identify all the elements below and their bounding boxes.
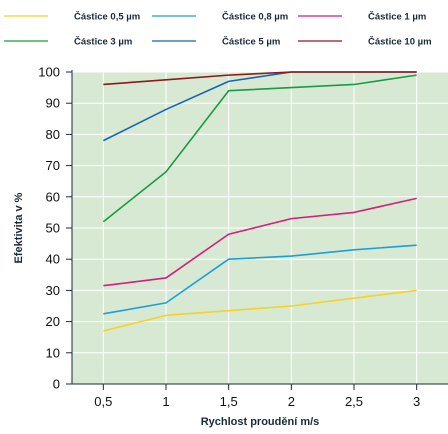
series-line (102, 74, 417, 223)
y-tick-label: 70 (46, 158, 60, 173)
axes (66, 70, 448, 390)
tick-labels: 0 10 20 30 40 50 60 70 80 90 100 0,5 1 1,5 2 2,5 3 (38, 65, 420, 410)
series-line (103, 71, 417, 86)
x-tick-label: 2 (288, 394, 295, 409)
series-lines (102, 71, 417, 332)
legend-label: Částice 0,5 µm (74, 11, 140, 23)
y-tick-label: 100 (38, 65, 60, 80)
x-tick-label: 1,5 (220, 394, 238, 409)
y-tick-label: 80 (46, 127, 60, 142)
y-tick-label: 40 (46, 252, 60, 267)
legend-label: Částice 5 µm (222, 36, 280, 48)
x-tick-label: 3 (413, 394, 420, 409)
series-line (103, 289, 417, 332)
legend-label: Částice 10 µm (368, 36, 432, 48)
series-line (103, 244, 417, 315)
x-tick-label: 2,5 (345, 394, 363, 409)
y-tick-label: 90 (46, 96, 60, 111)
grid (72, 71, 448, 384)
y-tick-label: 60 (46, 189, 60, 204)
x-axis-title: Rychlost proudění m/s (201, 416, 320, 428)
legend: Částice 0,5 µm Částice 0,8 µm Částice 1 µm… (4, 11, 432, 48)
legend-label: Částice 1 µm (368, 11, 426, 23)
series-line (103, 197, 417, 287)
x-tick-label: 0,5 (94, 394, 112, 409)
x-tick-label: 1 (162, 394, 169, 409)
y-tick-label: 50 (46, 221, 60, 236)
y-tick-label: 20 (46, 314, 60, 329)
y-tick-label: 0 (53, 377, 60, 392)
legend-label: Částice 0,8 µm (222, 11, 288, 23)
y-tick-label: 10 (46, 345, 60, 360)
y-axis-title: Efektivita v % (13, 192, 25, 263)
legend-label: Částice 3 µm (74, 36, 132, 48)
y-tick-label: 30 (46, 283, 60, 298)
